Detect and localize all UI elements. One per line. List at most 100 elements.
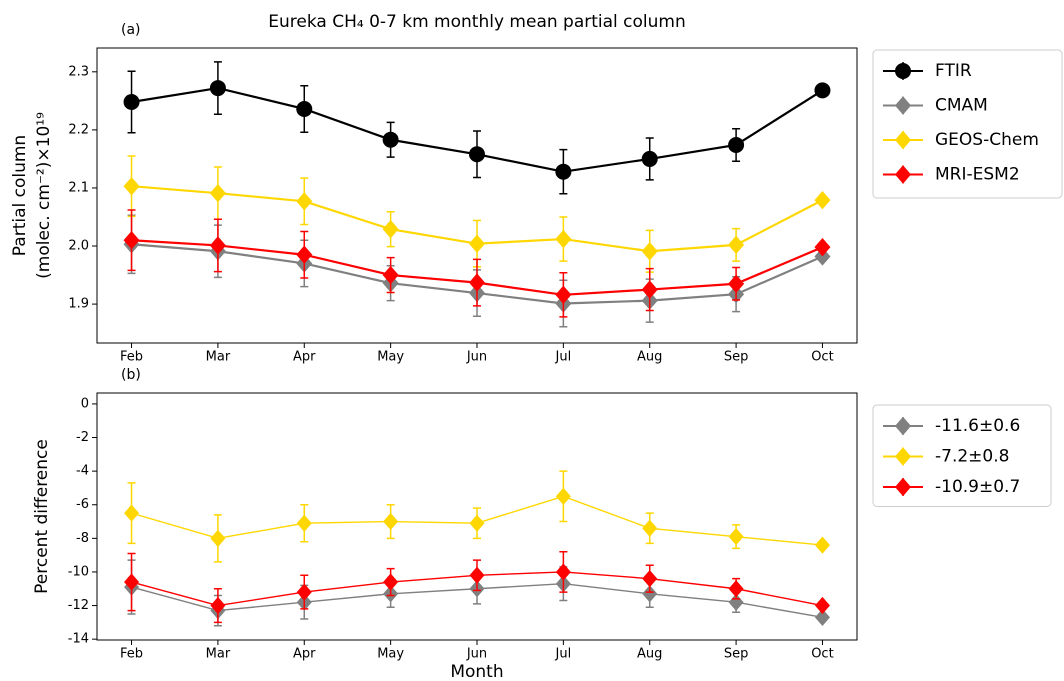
data-point xyxy=(814,608,830,626)
legend-marker xyxy=(895,130,911,150)
data-point xyxy=(642,519,658,537)
data-point xyxy=(814,596,830,615)
data-point xyxy=(555,285,572,305)
y-tick-label: -4 xyxy=(76,464,89,479)
data-point xyxy=(209,183,226,203)
data-point xyxy=(296,583,312,601)
data-point xyxy=(814,82,831,99)
data-point xyxy=(641,242,658,261)
y-tick-label: -14 xyxy=(68,632,89,647)
data-point xyxy=(382,131,399,148)
data-point xyxy=(296,100,313,117)
data-point xyxy=(124,573,140,591)
y-tick-label: -2 xyxy=(76,430,89,445)
x-tick-label: Feb xyxy=(120,647,143,662)
panel-label: (b) xyxy=(121,367,141,383)
data-point xyxy=(642,585,658,603)
x-tick-label: Jun xyxy=(466,350,487,365)
x-tick-label: Oct xyxy=(811,350,833,365)
data-point xyxy=(728,580,744,598)
y-axis-label: (molec. cm⁻²)×10¹⁹ xyxy=(34,112,54,279)
data-point xyxy=(210,596,226,615)
data-point xyxy=(209,80,226,97)
legend-label: -11.6±0.6 xyxy=(935,416,1020,436)
data-point xyxy=(469,146,485,163)
data-point xyxy=(296,245,313,264)
legend-label: FTIR xyxy=(935,61,972,81)
data-point xyxy=(123,231,140,250)
legend-label: -7.2±0.8 xyxy=(935,447,1009,467)
y-tick-label: -12 xyxy=(68,598,89,613)
legend-box xyxy=(872,49,1063,199)
legend-box xyxy=(872,404,1052,507)
x-tick-label: Jul xyxy=(555,350,572,365)
data-point xyxy=(555,163,572,180)
x-tick-label: Jun xyxy=(466,647,487,662)
x-tick-label: Apr xyxy=(293,350,316,365)
chart-title: Eureka CH₄ 0-7 km monthly mean partial c… xyxy=(268,12,686,32)
data-point xyxy=(469,273,485,292)
x-tick-label: Jul xyxy=(555,647,572,662)
x-tick-label: Sep xyxy=(724,350,749,365)
x-tick-label: Apr xyxy=(293,647,316,662)
data-point xyxy=(641,150,658,167)
x-tick-label: Sep xyxy=(724,647,749,662)
data-point xyxy=(642,570,658,588)
x-axis-label: Month xyxy=(450,662,503,681)
data-point xyxy=(382,219,399,239)
data-point xyxy=(555,229,572,249)
legend-label: -10.9±0.7 xyxy=(935,477,1020,497)
data-point xyxy=(728,274,745,293)
data-point xyxy=(469,514,485,532)
y-tick-label: 1.9 xyxy=(68,297,89,312)
legend-marker xyxy=(895,63,911,79)
data-point xyxy=(728,136,745,153)
panel-label: (a) xyxy=(121,22,141,38)
data-point xyxy=(383,573,399,591)
legend-label: GEOS-Chem xyxy=(935,130,1039,150)
data-point xyxy=(814,190,831,210)
y-tick-label: 0 xyxy=(81,396,89,411)
data-point xyxy=(210,529,226,547)
data-point xyxy=(469,566,485,584)
data-point xyxy=(814,536,830,554)
legend-marker xyxy=(895,96,911,115)
data-point xyxy=(728,235,745,255)
legend-marker xyxy=(895,447,911,466)
data-point xyxy=(296,514,312,532)
data-point xyxy=(296,192,313,211)
x-tick-label: May xyxy=(377,350,404,365)
legend-marker xyxy=(895,165,911,184)
x-tick-label: Aug xyxy=(637,647,662,662)
x-tick-label: Feb xyxy=(120,350,143,365)
data-point xyxy=(382,265,399,285)
data-point xyxy=(728,593,744,611)
x-tick-label: Oct xyxy=(811,647,833,662)
y-tick-label: 2.3 xyxy=(68,64,89,79)
data-point xyxy=(124,504,140,522)
data-point xyxy=(209,236,226,255)
y-tick-label: -8 xyxy=(76,531,89,546)
y-tick-label: -6 xyxy=(76,497,89,512)
data-point xyxy=(728,528,744,546)
data-point xyxy=(383,512,399,531)
y-tick-label: 2.2 xyxy=(68,122,89,137)
legend-label: MRI-ESM2 xyxy=(935,165,1020,185)
y-tick-label: -10 xyxy=(68,564,89,579)
x-tick-label: May xyxy=(377,647,404,662)
y-tick-label: 2.1 xyxy=(68,180,89,195)
data-point xyxy=(123,177,140,196)
data-point xyxy=(814,237,831,257)
data-point xyxy=(555,487,571,505)
x-tick-label: Mar xyxy=(206,350,231,365)
y-axis-label: Percent difference xyxy=(32,439,52,594)
data-point xyxy=(555,563,571,581)
data-point xyxy=(469,234,485,253)
legend-label: CMAM xyxy=(935,96,988,116)
data-point xyxy=(814,247,831,266)
legend-marker xyxy=(895,477,911,497)
data-point xyxy=(123,94,140,111)
y-axis-label: Partial column xyxy=(10,135,30,256)
x-tick-label: Mar xyxy=(206,647,231,662)
legend-marker xyxy=(895,416,911,436)
